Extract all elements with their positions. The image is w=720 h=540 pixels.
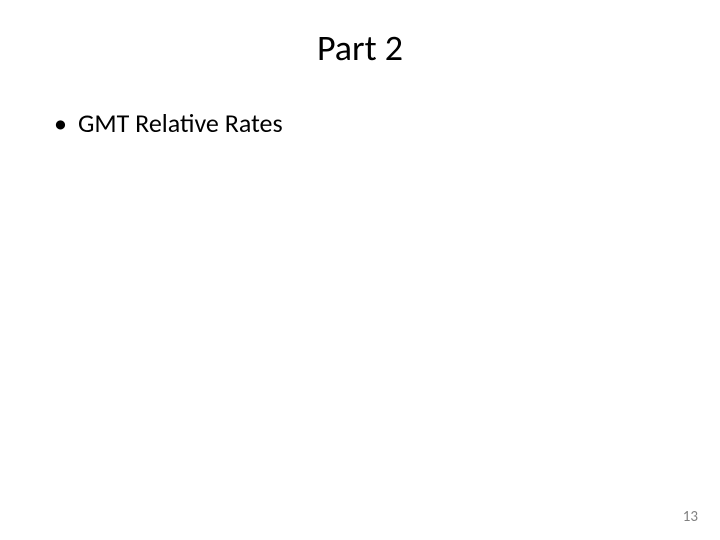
bullet-item: GMT Relative Rates [58, 108, 690, 139]
page-number: 13 [683, 508, 698, 526]
slide-container: Part 2 GMT Relative Rates 13 [0, 0, 720, 540]
slide-title: Part 2 [30, 26, 690, 70]
bullet-list: GMT Relative Rates [30, 108, 690, 139]
